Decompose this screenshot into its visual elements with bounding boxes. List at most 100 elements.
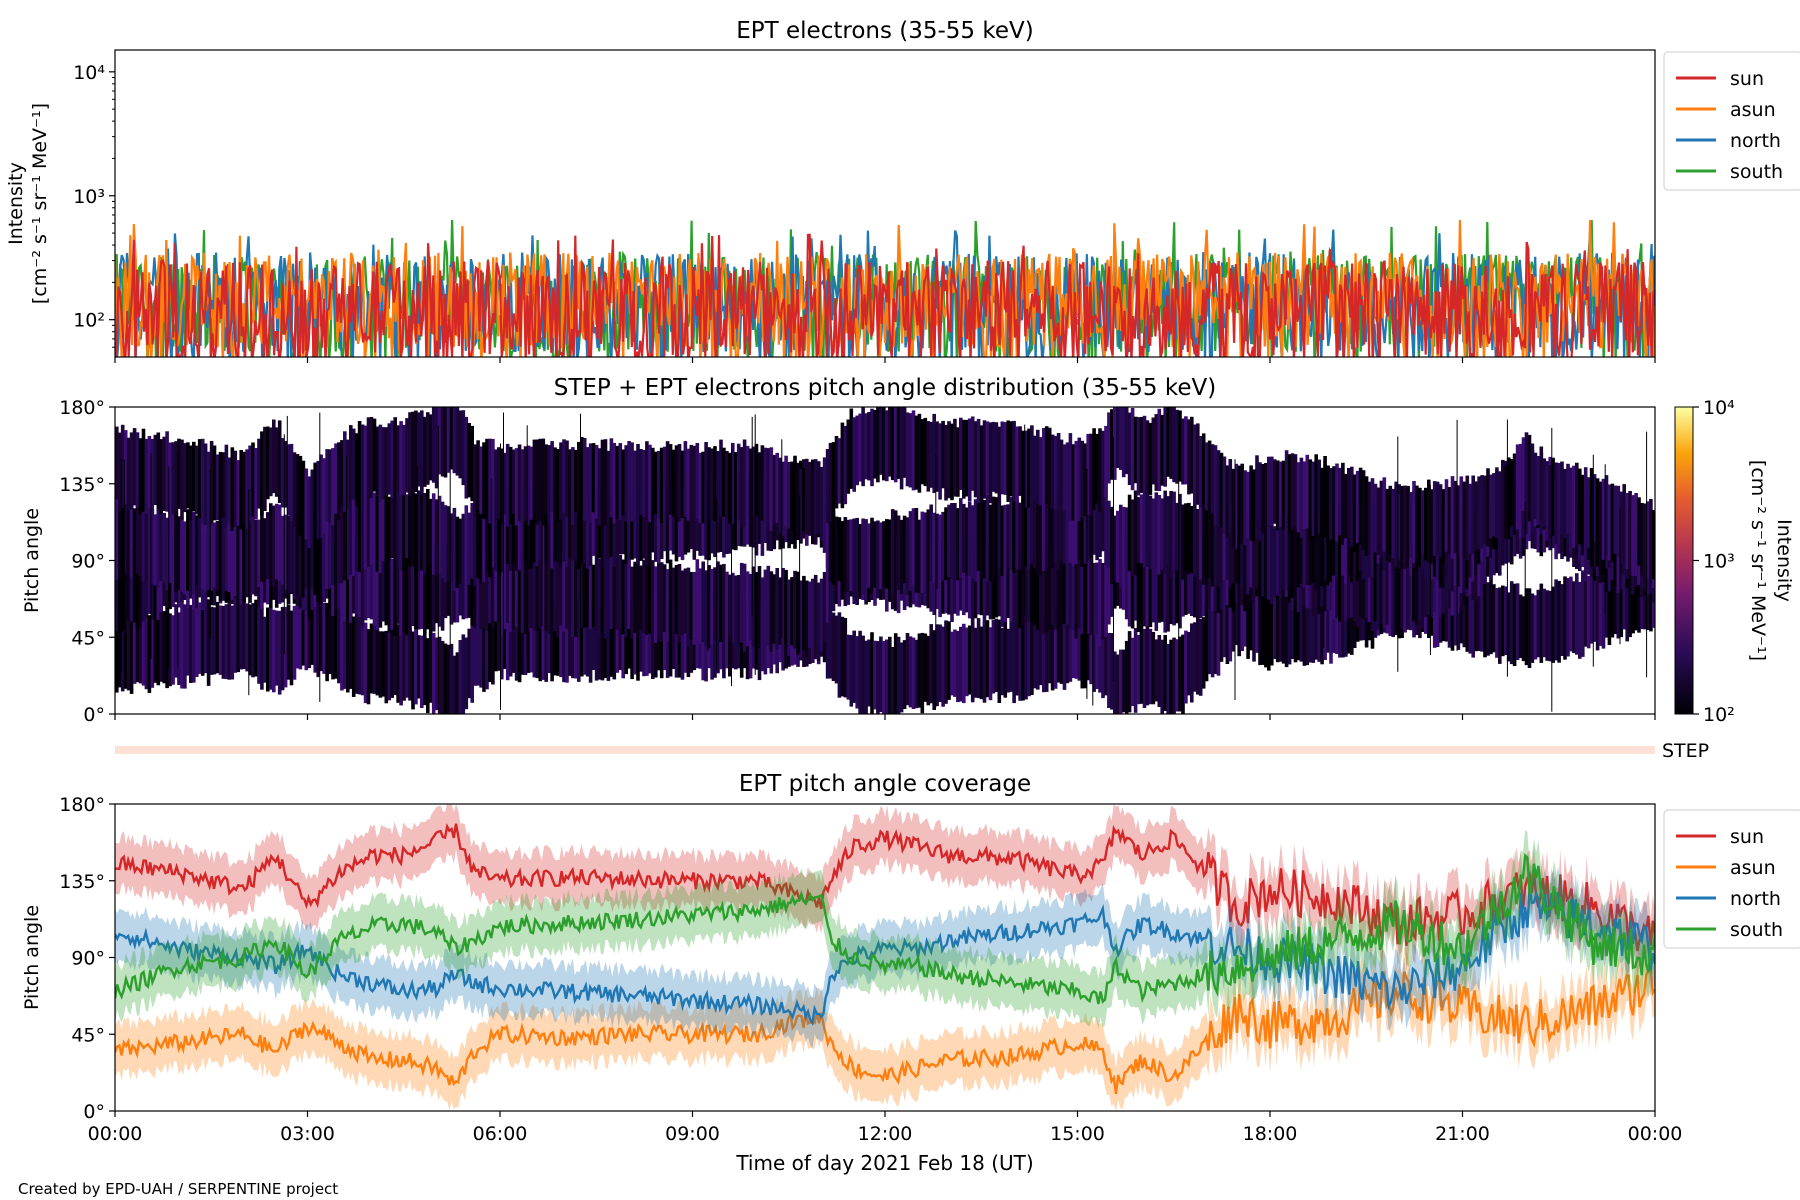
heatmap-cell (920, 511, 925, 593)
heatmap-cell (556, 449, 560, 523)
heatmap-cell (1225, 513, 1230, 581)
heatmap-cell (902, 515, 907, 583)
heatmap-cell (1187, 502, 1191, 574)
heatmap-cell (283, 441, 288, 508)
heatmap-cell (236, 595, 240, 673)
heatmap-cell (944, 507, 948, 581)
heatmap-cell (428, 558, 433, 636)
heatmap-cell (1198, 436, 1203, 508)
heatmap-cell (331, 448, 335, 526)
heatmap-cell (408, 412, 412, 496)
heatmap-cell (1151, 498, 1156, 566)
heatmap-cell (926, 635, 931, 706)
series-line-sun (115, 233, 1655, 357)
heatmap-cell (372, 623, 377, 694)
heatmap-cell (751, 566, 756, 647)
heatmap-cell (565, 440, 569, 518)
heatmap-cell (1299, 513, 1304, 584)
heatmap-cell (354, 547, 359, 615)
heatmap-cell (1432, 481, 1437, 556)
panel1-ytick-label: 10³ (73, 186, 105, 208)
heatmap-cell (186, 442, 190, 509)
heatmap-cell (144, 438, 149, 514)
heatmap-cell (544, 444, 548, 514)
heatmap-cell (1527, 588, 1532, 668)
heatmap-cell (257, 438, 261, 509)
heatmap-cell (591, 564, 596, 628)
heatmap-cell (1062, 444, 1067, 511)
heatmap-cell (1163, 635, 1167, 711)
heatmap-cell (665, 441, 670, 515)
heatmap-cell (959, 626, 963, 702)
heatmap-cell (618, 492, 623, 555)
heatmap-cell (197, 514, 202, 596)
heatmap-cell (464, 637, 469, 710)
heatmap-cell (1296, 582, 1301, 661)
panel2-heatmap (115, 407, 1655, 714)
heatmap-cell (1598, 481, 1603, 555)
heatmap-cell (289, 443, 294, 521)
heatmap-cell (1136, 497, 1141, 563)
heatmap-cell (1296, 514, 1301, 588)
heatmap-cell (1240, 463, 1244, 544)
heatmap-cell (1429, 489, 1434, 564)
heatmap-cell (426, 412, 430, 485)
heatmap-cell (582, 598, 587, 675)
heatmap-cell (138, 438, 143, 514)
heatmap-cell (846, 419, 851, 494)
heatmap-cell (914, 508, 919, 593)
heatmap-streak (1604, 464, 1606, 614)
heatmap-cell (426, 489, 430, 573)
heatmap-cell (979, 425, 984, 502)
heatmap-cell (1575, 462, 1579, 545)
heatmap-cell (565, 486, 569, 567)
heatmap-cell (1607, 560, 1612, 645)
heatmap-cell (1290, 593, 1295, 659)
heatmap-cell (1566, 463, 1570, 535)
heatmap-cell (680, 450, 685, 519)
heatmap-cell (1062, 554, 1067, 624)
heatmap-cell (819, 578, 824, 652)
heatmap-cell (991, 619, 996, 694)
heatmap-cell (508, 488, 513, 571)
heatmap-cell (340, 440, 344, 507)
heatmap-cell (642, 450, 646, 518)
heatmap-cell (440, 640, 445, 714)
heatmap-cell (662, 598, 667, 671)
heatmap-cell (393, 554, 397, 636)
heatmap-cell (1068, 492, 1073, 563)
heatmap-cell (1044, 426, 1049, 505)
heatmap-cell (1207, 605, 1212, 675)
heatmap-cell (399, 484, 403, 571)
heatmap-cell (1062, 485, 1067, 565)
heatmap-cell (426, 548, 430, 630)
heatmap-cell (671, 449, 676, 517)
heatmap-cell (200, 609, 205, 676)
panel2-title: STEP + EPT electrons pitch angle distrib… (554, 375, 1216, 401)
heatmap-cell (1308, 512, 1313, 585)
heatmap-cell (307, 476, 312, 549)
heatmap-cell (1314, 584, 1318, 660)
heatmap-cell (1400, 485, 1404, 570)
heatmap-cell (734, 452, 738, 524)
heatmap-streak (1592, 454, 1594, 667)
heatmap-cell (722, 564, 726, 639)
heatmap-cell (399, 619, 403, 706)
heatmap-cell (1181, 418, 1185, 485)
heatmap-cell (591, 443, 596, 513)
heatmap-cell (351, 545, 356, 614)
heatmap-cell (272, 609, 276, 693)
series-band-asun (115, 942, 1655, 1111)
heatmap-cell (428, 498, 433, 565)
heatmap-cell (811, 470, 815, 545)
heatmap-cell (1095, 433, 1099, 504)
heatmap-cell (1030, 614, 1034, 695)
heatmap-cell (831, 442, 836, 518)
heatmap-cell (1154, 547, 1159, 631)
heatmap-cell (1121, 506, 1126, 583)
heatmap-cell (1110, 633, 1114, 710)
heatmap-cell (322, 602, 326, 674)
heatmap-cell (1453, 480, 1458, 553)
heatmap-cell (1314, 513, 1318, 589)
heatmap-cell (574, 609, 578, 679)
